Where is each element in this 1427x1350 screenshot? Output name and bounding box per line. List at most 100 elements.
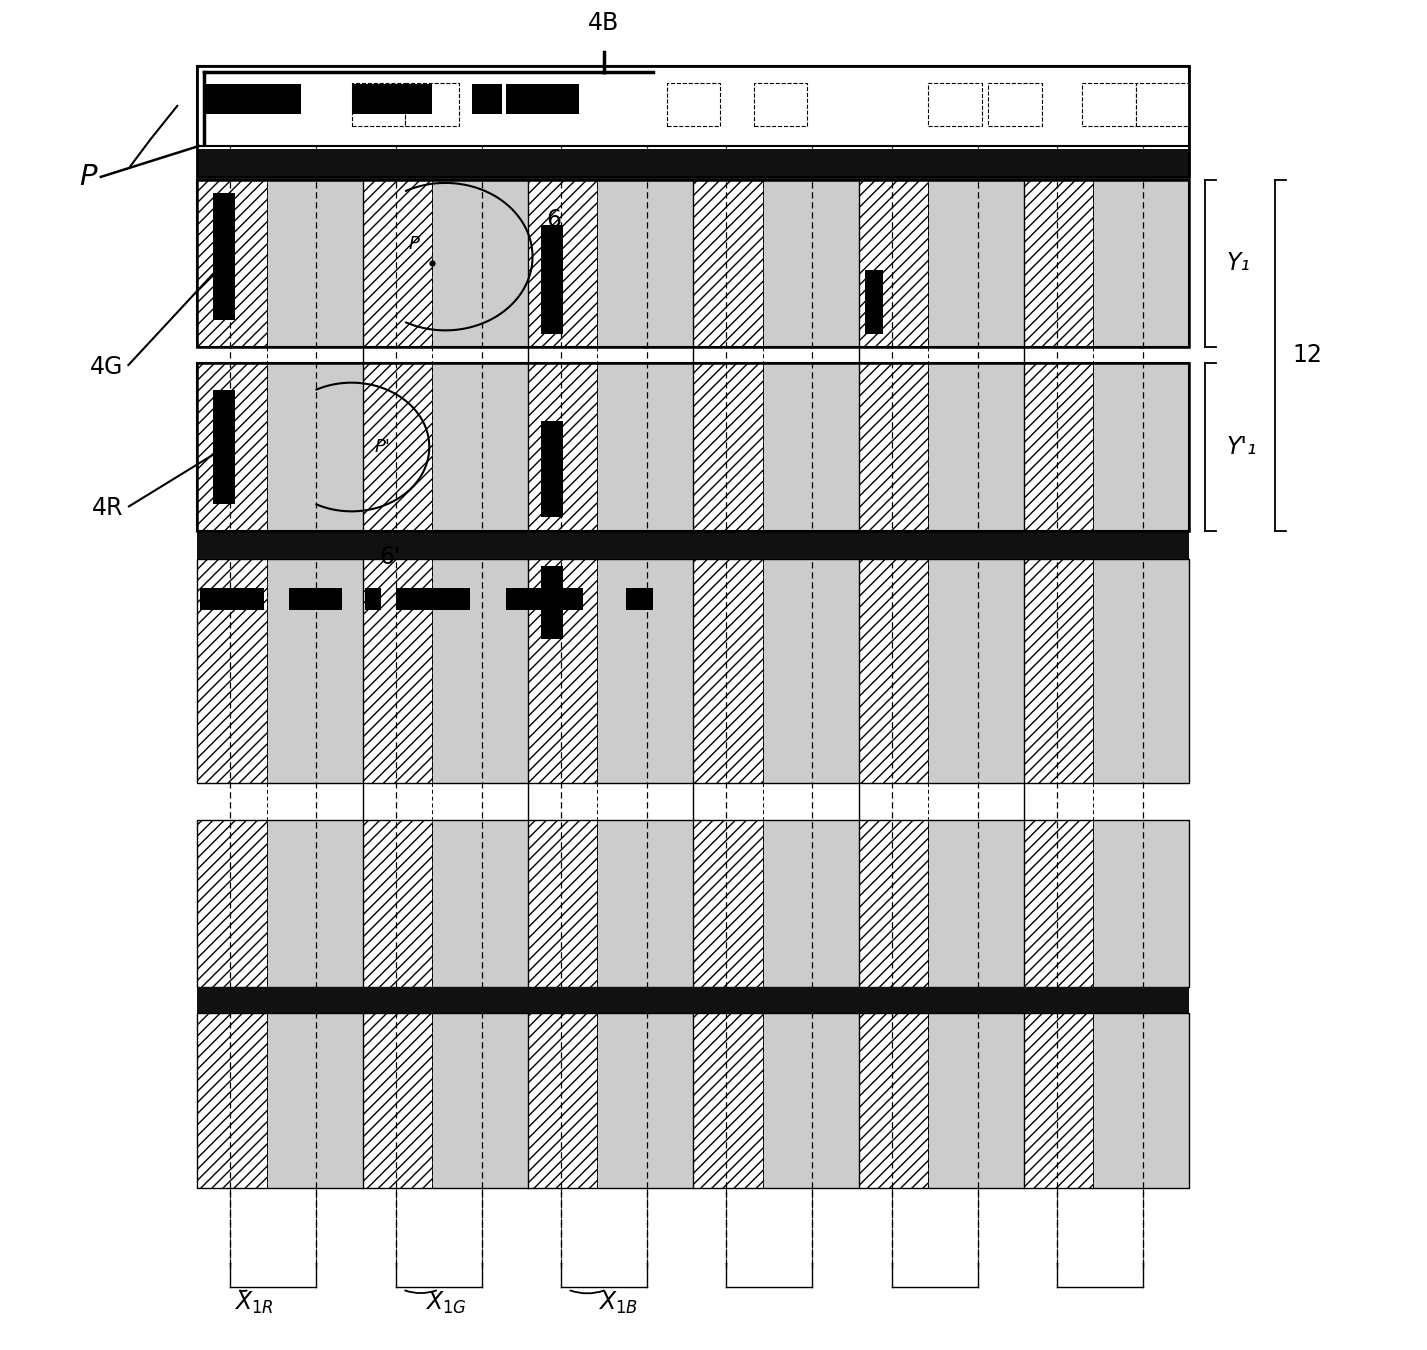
Bar [197, 559, 362, 783]
Bar [362, 363, 528, 531]
Bar [432, 148, 528, 177]
Bar [528, 148, 694, 177]
Bar [763, 821, 859, 987]
Bar [432, 180, 528, 347]
Bar [598, 821, 694, 987]
Bar [204, 85, 301, 113]
Bar [214, 193, 235, 320]
Text: 4R: 4R [93, 495, 124, 520]
Bar [763, 363, 859, 531]
Bar [197, 363, 362, 531]
Bar [362, 363, 432, 531]
Bar [694, 821, 859, 987]
Bar [928, 180, 1025, 347]
Bar [694, 559, 859, 783]
Text: $X_{1R}$: $X_{1R}$ [234, 1289, 273, 1316]
Bar [528, 363, 598, 531]
Bar [1025, 1014, 1093, 1188]
Bar [267, 1014, 362, 1188]
Bar [395, 589, 469, 610]
Bar [1025, 821, 1189, 987]
Text: 4B: 4B [588, 11, 619, 35]
Bar [598, 148, 694, 177]
Bar [1025, 180, 1189, 347]
Bar [859, 148, 928, 177]
Bar [197, 66, 1189, 177]
Bar [362, 821, 432, 987]
Bar [1093, 363, 1189, 531]
Bar [351, 84, 405, 126]
Bar [694, 559, 763, 783]
Bar [626, 589, 654, 610]
Bar [528, 180, 598, 347]
Bar [528, 559, 598, 783]
Bar [197, 1014, 267, 1188]
Bar [197, 180, 1189, 347]
Bar [528, 821, 694, 987]
Bar [859, 363, 1025, 531]
Bar [1025, 559, 1189, 783]
Bar [928, 84, 982, 126]
Bar [1093, 180, 1189, 347]
Bar [763, 180, 859, 347]
Bar [528, 1014, 694, 1188]
Bar [928, 148, 1025, 177]
Bar [598, 180, 694, 347]
Bar [197, 363, 1189, 531]
Bar [505, 589, 584, 610]
Bar [267, 180, 362, 347]
Bar [197, 821, 267, 987]
Bar [214, 390, 235, 504]
Bar [200, 589, 264, 610]
Bar [472, 85, 502, 113]
Text: P: P [80, 163, 97, 190]
Bar [859, 821, 1025, 987]
Bar [694, 180, 763, 347]
Bar [528, 148, 598, 177]
Bar [197, 180, 362, 347]
Bar [598, 363, 694, 531]
Bar [267, 363, 362, 531]
Bar [694, 363, 859, 531]
Bar [351, 85, 432, 113]
Bar [288, 589, 342, 610]
Text: P': P' [375, 437, 391, 456]
Bar [432, 1014, 528, 1188]
Bar [197, 987, 1189, 1014]
Bar [1025, 821, 1093, 987]
Bar [928, 363, 1025, 531]
Bar [859, 1014, 1025, 1188]
Bar [197, 363, 267, 531]
Text: $X_{1G}$: $X_{1G}$ [425, 1289, 467, 1316]
Bar [859, 180, 1025, 347]
Bar [432, 363, 528, 531]
Bar [1082, 84, 1136, 126]
Bar [197, 363, 1189, 531]
Bar [928, 559, 1025, 783]
Bar [362, 148, 528, 177]
Bar [197, 180, 1189, 347]
Bar [528, 363, 694, 531]
Bar [1025, 363, 1189, 531]
Bar [666, 84, 721, 126]
Bar [405, 84, 459, 126]
Bar [859, 559, 928, 783]
Bar [528, 180, 694, 347]
Bar [598, 559, 694, 783]
Bar [528, 559, 694, 783]
Bar [1025, 1014, 1189, 1188]
Bar [362, 821, 528, 987]
Text: 4G: 4G [90, 355, 124, 379]
Bar [432, 559, 528, 783]
Bar [865, 270, 882, 333]
Bar [362, 559, 432, 783]
Bar [362, 1014, 432, 1188]
Text: 6': 6' [380, 545, 401, 568]
Bar [362, 559, 528, 783]
Bar [197, 559, 267, 783]
Bar [1025, 180, 1093, 347]
Bar [267, 148, 362, 177]
Bar [859, 148, 1025, 177]
Bar [859, 180, 928, 347]
Bar [859, 363, 928, 531]
